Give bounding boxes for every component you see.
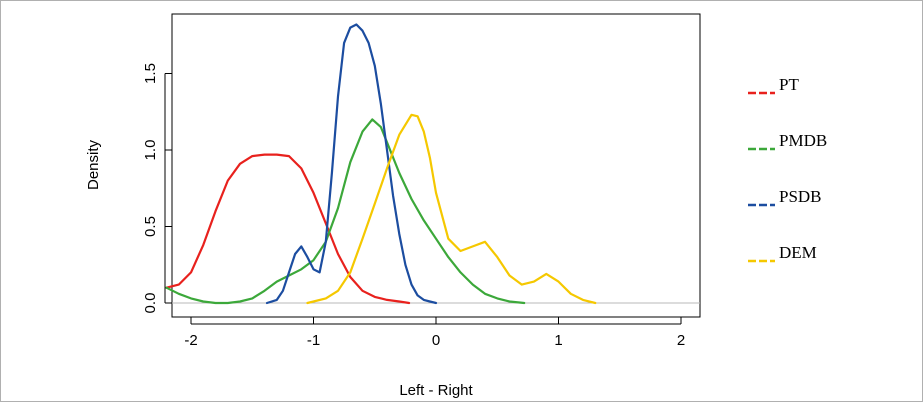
x-tick-label: -1 [307,332,320,349]
series-line-pmdb [165,118,526,305]
y-tick-label: 1.5 [142,63,159,84]
series-line-dem [306,113,597,305]
x-tick-label: 0 [432,332,440,349]
legend: PT PMDB PSDB DEM [748,75,827,263]
series-line-pt [165,153,411,305]
legend-label-pt: PT [779,75,799,94]
y-axis-label: Density [85,139,102,190]
plot-layer [165,23,700,305]
legend-label-dem: DEM [779,243,817,262]
x-tick-label: 2 [677,332,685,349]
legend-label-psdb: PSDB [779,187,822,206]
x-tick-label: -2 [184,332,197,349]
x-axis-label: Left - Right [399,382,473,399]
y-tick-label: 0.0 [142,293,159,314]
plot-area-border [171,13,701,318]
x-tick-label: 1 [554,332,562,349]
series-line-psdb [265,23,438,305]
y-tick-label: 0.5 [142,216,159,237]
legend-label-pmdb: PMDB [779,131,827,150]
axis-layer: -2 -1 0 1 2 0.0 0.5 1.0 1.5 [142,63,685,349]
y-tick-label: 1.0 [142,140,159,161]
